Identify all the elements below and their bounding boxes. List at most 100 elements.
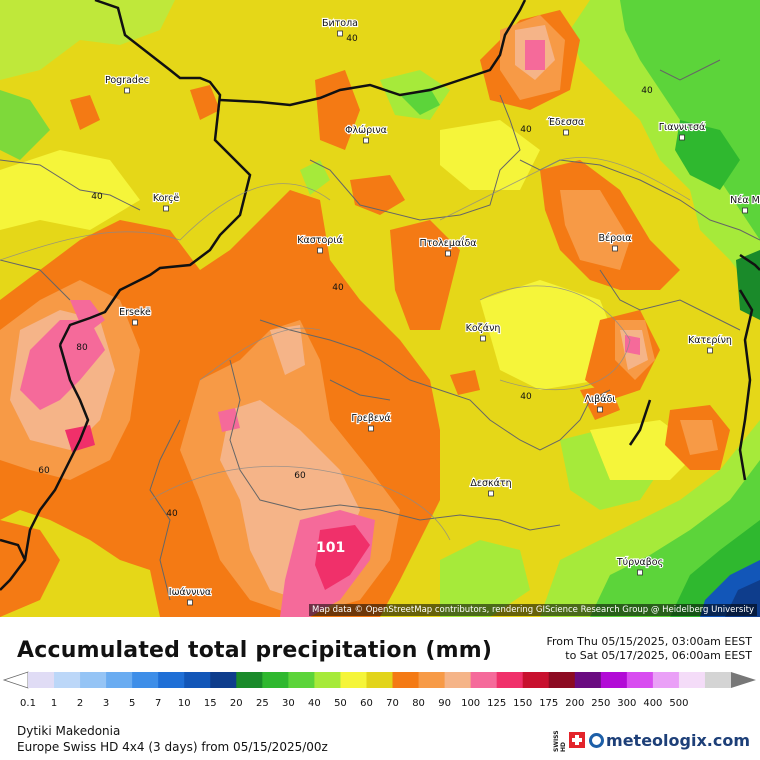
city-label: Γιαννιτσά	[659, 122, 706, 133]
city-marker	[597, 406, 603, 413]
legend-label: 20	[230, 698, 243, 709]
legend-label: 50	[334, 698, 347, 709]
legend-label: 3	[103, 698, 109, 709]
legend-label: 250	[591, 698, 610, 709]
legend-label: 500	[669, 698, 688, 709]
legend-swatch	[600, 672, 628, 688]
isolines	[0, 157, 691, 541]
city-label: Τύρναβος	[616, 557, 663, 568]
city-marker	[445, 250, 451, 257]
legend-swatch	[28, 672, 55, 688]
brand-name: meteologix.com	[606, 730, 750, 750]
isoline-label: 80	[76, 343, 88, 353]
legend-label: 15	[204, 698, 217, 709]
legend-swatch	[392, 672, 420, 688]
city-label: Ιωάννινα	[169, 587, 211, 598]
precipitation-map[interactable]: 101 40 40 40 40 40 80 40 60 60 40 Битола Pogradec Έ…	[0, 0, 760, 617]
precip-field-green	[0, 0, 760, 617]
legend-label: 80	[412, 698, 425, 709]
city-marker	[337, 30, 343, 37]
city-marker	[317, 247, 323, 254]
legend-swatch	[158, 672, 185, 688]
legend-label: 125	[487, 698, 506, 709]
legend-arrow-right	[731, 672, 756, 688]
legend-label: 40	[308, 698, 321, 709]
city-label: Βέροια	[599, 233, 632, 244]
color-legend: 0.1 1 2 3 5 7 10 15 20 25 30 40 50 60 70 80 90 100 125 150 1…	[0, 668, 760, 710]
legend-swatch	[444, 672, 472, 688]
brand-logo[interactable]: SWISS HD meteologix.com	[553, 728, 750, 752]
city-label: Korçë	[153, 193, 179, 204]
city-marker	[132, 319, 138, 326]
isoline-label: 40	[520, 392, 532, 402]
map-canvas: 101 40 40 40 40 40 80 40 60 60 40 Битола Pogradec Έ…	[0, 0, 760, 617]
legend-label: 25	[256, 698, 269, 709]
city-label: Κατερίνη	[688, 335, 732, 346]
isoline-label: 40	[520, 125, 532, 135]
legend-label: 5	[129, 698, 135, 709]
city-marker	[363, 137, 369, 144]
legend-scale: 0.1 1 2 3 5 7 10 15 20 25 30 40 50 60 70 80 90 100 125 150 1…	[2, 671, 756, 709]
legend-swatch	[704, 672, 732, 688]
isoline-label: 40	[91, 192, 103, 202]
isoline-label: 60	[294, 471, 306, 481]
city-marker	[488, 490, 494, 497]
legend-label: 175	[539, 698, 558, 709]
legend-swatch	[496, 672, 524, 688]
legend-swatch	[132, 672, 159, 688]
legend-label: 7	[155, 698, 161, 709]
legend-label: 90	[438, 698, 451, 709]
legend-swatch	[54, 672, 81, 688]
map-attribution: Map data © OpenStreetMap contributors, r…	[309, 604, 757, 616]
isoline-label: 40	[332, 283, 344, 293]
legend-swatch	[236, 672, 263, 688]
legend-swatch	[652, 672, 680, 688]
isoline-labels: 40 40 40 40 40 80 40 60 60 40	[38, 34, 653, 519]
precip-field-50	[0, 120, 700, 480]
legend-label: 400	[643, 698, 662, 709]
legend-swatch	[184, 672, 211, 688]
city-marker	[742, 207, 748, 214]
legend-swatch	[678, 672, 706, 688]
time-range-to: to Sat 05/17/2025, 06:00am EEST	[565, 649, 752, 662]
chart-title: Accumulated total precipitation (mm)	[17, 638, 493, 663]
legend-swatch	[210, 672, 237, 688]
time-range: From Thu 05/15/2025, 03:00am EEST to Sat…	[546, 635, 752, 663]
legend-label: 70	[386, 698, 399, 709]
legend-swatch	[288, 672, 315, 688]
isoline-label: 40	[166, 509, 178, 519]
city-label: Φλώρινα	[345, 125, 387, 136]
legend-label: 0.1	[20, 698, 36, 709]
swiss-flag-icon	[569, 732, 586, 748]
city-label: Καστοριά	[297, 235, 343, 246]
city-labels: Битола Pogradec Έδεσσα Γιαννιτσά Φλώρινα Korç…	[104, 17, 760, 606]
legend-arrow-left	[2, 671, 29, 689]
legend-swatch	[366, 672, 394, 688]
city-marker	[480, 335, 486, 342]
model-info: Europe Swiss HD 4x4 (3 days) from 05/15/…	[17, 740, 328, 754]
legend-swatch	[340, 672, 367, 688]
swiss-hd-tag: SWISS HD	[553, 730, 568, 752]
legend-swatch	[574, 672, 602, 688]
legend-swatch	[548, 672, 576, 688]
city-marker	[163, 205, 169, 212]
isoline-label: 40	[641, 86, 653, 96]
legend-swatch	[522, 672, 550, 688]
isoline-label: 60	[38, 466, 50, 476]
city-marker	[368, 425, 374, 432]
legend-swatch	[262, 672, 289, 688]
city-label: Pogradec	[105, 75, 149, 86]
city-label: Λιβάδι	[584, 394, 615, 405]
max-precip-label: 101	[316, 540, 345, 556]
legend-label: 300	[617, 698, 636, 709]
legend-label: 2	[77, 698, 83, 709]
city-marker	[187, 599, 193, 606]
legend-label: 30	[282, 698, 295, 709]
regional-borders	[0, 59, 760, 601]
legend-label: 150	[513, 698, 532, 709]
legend-swatch	[106, 672, 133, 688]
region-name: Dytiki Makedonia	[17, 724, 121, 738]
city-label: Κοζάνη	[466, 323, 501, 334]
legend-swatch	[418, 672, 446, 688]
legend-label: 60	[360, 698, 373, 709]
